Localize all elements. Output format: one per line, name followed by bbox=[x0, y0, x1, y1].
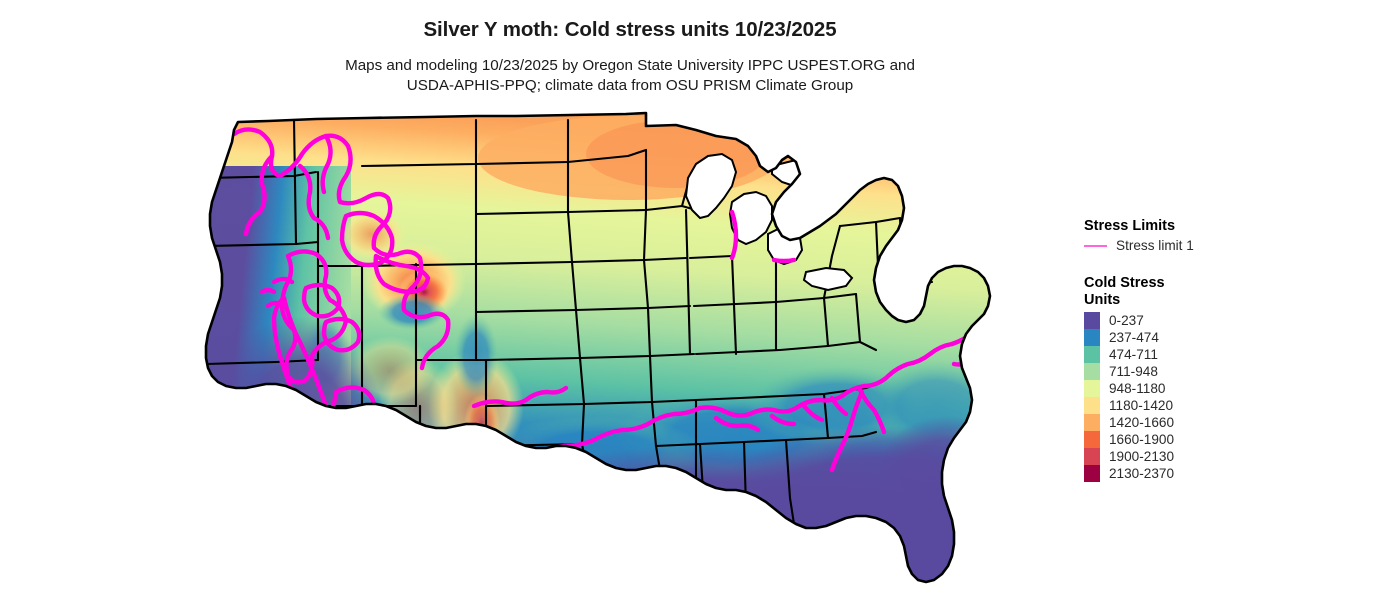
legend-color-swatch bbox=[1084, 448, 1100, 466]
legend-color-swatch bbox=[1084, 346, 1100, 364]
legend-class-label: 711-948 bbox=[1109, 364, 1158, 380]
subtitle-line-1: Maps and modeling 10/23/2025 by Oregon S… bbox=[345, 56, 915, 74]
legend-stress-limits-title: Stress Limits bbox=[1084, 218, 1176, 234]
legend-class-row[interactable]: 1900-2130 bbox=[1084, 448, 1284, 466]
legend-class-label: 237-474 bbox=[1109, 330, 1159, 346]
legend-class-list: 0-237 237-474 474-711 711-948 948-1180 1… bbox=[1084, 312, 1284, 483]
legend-class-label: 1660-1900 bbox=[1109, 432, 1175, 448]
legend-color-swatch bbox=[1084, 380, 1100, 398]
legend-class-label: 2130-2370 bbox=[1109, 466, 1175, 482]
legend-units-title: Cold Stress Units bbox=[1084, 275, 1165, 309]
legend-class-row[interactable]: 1180-1420 bbox=[1084, 397, 1284, 415]
legend-class-row[interactable]: 1660-1900 bbox=[1084, 431, 1284, 449]
title-block: Silver Y moth: Cold stress units 10/23/2… bbox=[0, 0, 1260, 97]
legend-color-swatch bbox=[1084, 397, 1100, 415]
subtitle-line-2: USDA-APHIS-PPQ; climate data from OSU PR… bbox=[406, 77, 854, 95]
legend-stress-limit-row[interactable]: Stress limit 1 bbox=[1084, 237, 1284, 255]
page-subtitle: Maps and modeling 10/23/2025 by Oregon S… bbox=[0, 56, 1260, 97]
page-title: Silver Y moth: Cold stress units 10/23/2… bbox=[423, 18, 837, 41]
legend-color-swatch bbox=[1084, 329, 1100, 347]
legend-class-row[interactable]: 711-948 bbox=[1084, 363, 1284, 381]
legend-color-swatch bbox=[1084, 414, 1100, 432]
legend-color-swatch bbox=[1084, 363, 1100, 381]
map-container[interactable] bbox=[176, 106, 1076, 594]
legend-class-row[interactable]: 2130-2370 bbox=[1084, 465, 1284, 483]
legend-class-label: 1180-1420 bbox=[1109, 398, 1173, 414]
legend-class-label: 948-1180 bbox=[1109, 381, 1166, 397]
legend-color-swatch bbox=[1084, 465, 1100, 483]
legend-class-row[interactable]: 0-237 bbox=[1084, 312, 1284, 330]
legend-color-swatch bbox=[1084, 312, 1100, 330]
legend-color-swatch bbox=[1084, 431, 1100, 449]
stress-limit-label: Stress limit 1 bbox=[1116, 238, 1194, 254]
legend-class-label: 1900-2130 bbox=[1109, 449, 1175, 465]
legend-class-row[interactable]: 948-1180 bbox=[1084, 380, 1284, 398]
legend-class-row[interactable]: 237-474 bbox=[1084, 329, 1284, 347]
legend-class-label: 0-237 bbox=[1109, 313, 1144, 329]
legend-class-row[interactable]: 1420-1660 bbox=[1084, 414, 1284, 432]
legend-class-label: 474-711 bbox=[1109, 347, 1158, 363]
legend-class-row[interactable]: 474-711 bbox=[1084, 346, 1284, 364]
stress-limit-line-swatch bbox=[1084, 245, 1107, 248]
map-legend: Stress Limits Stress limit 1 Cold Stress… bbox=[1084, 218, 1284, 483]
legend-class-label: 1420-1660 bbox=[1109, 415, 1175, 431]
united-states-map[interactable] bbox=[176, 106, 1076, 594]
